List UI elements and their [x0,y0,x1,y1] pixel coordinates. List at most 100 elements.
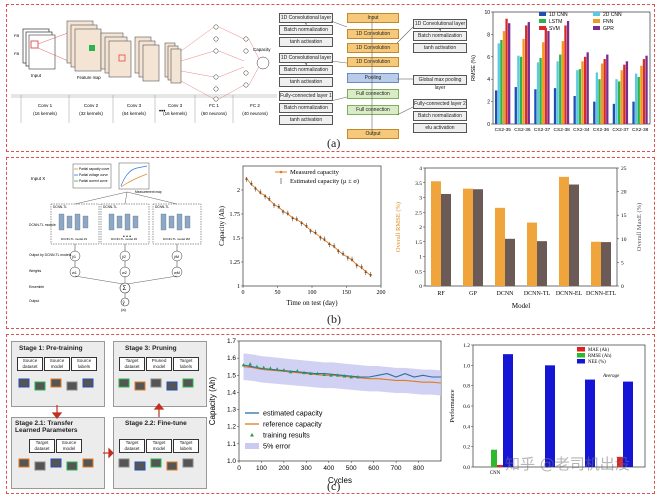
model-rmse-maxe-bar-chart: 0 0.5 1 1.5 2 2.5 3 3.5 4 0 5 10 15 20 25 Overall RMSE … [395,166,643,310]
dcnn-input-arrow [124,191,128,205]
dcnn-layer-block [168,215,175,229]
stage-1-box-2: Source model [44,357,70,371]
y-tick-label: 0.0 [463,465,470,471]
layer-icon [34,381,46,391]
training-result-marker [282,368,286,372]
bar-NEE-1 [503,354,513,467]
y-tick-label: 0.2 [463,445,470,451]
dcnn-layer-block [116,215,123,229]
stage-2-1-box-2: Source model [56,439,82,453]
svg-text:FB: FB [14,51,19,56]
stage-2-2-title: Stage 2.2: Fine-tune [125,420,187,427]
y-tick-label: 2 [487,100,490,106]
bar-CX2-36-GPR [606,54,609,125]
panel-b: Input X Partial capacity curve Partial v… [6,157,655,329]
plot-frame [424,167,618,287]
y-tick-label: 1.25 [230,260,241,266]
performance-bar-chart: 0.0 0.2 0.4 0.6 0.8 1.0 1.2 Performance CNN Avera… [449,343,646,476]
stage-2-2-box-1: Target dataset [119,439,145,453]
x-tick-label: DCNN [496,291,514,297]
y-tick-label: 1.5 [227,372,236,379]
flow-right-g1-3: tanh activation [413,43,467,53]
flow-left-g2-3: tanh activation [279,77,333,87]
panel-c-label: (c) [327,479,341,493]
layer-icon [34,461,46,471]
row-label-output: Output by DCNN-TL models [29,253,72,257]
x-tick-label: 0 [237,465,241,472]
y-right-tick-label: 25 [621,166,627,172]
bar-CX2-38-LSTM [637,76,640,124]
row-label-module: DCNN-TL module [29,223,56,227]
dcnn-layer-block [184,215,191,229]
layer-icon [50,378,62,388]
bar-NEE-4 [623,381,633,467]
bar-CS2-35-SVM [505,18,508,124]
x-tick-label: 400 [323,465,334,472]
flow-center-node-8: Output [347,129,399,139]
layer-name-2: Conv 2 [84,103,99,108]
y-tick-label: 10 [484,10,490,16]
bar-CX2-36-SVM [603,59,606,124]
x-tick-label: 100 [256,465,267,472]
bar-CS2-37-FNN [542,42,545,124]
legend-swatch [577,353,585,358]
stage-arrows-and-icons [18,378,194,471]
svg-text:FB: FB [14,33,19,38]
stage-3-title: Stage 3: Pruning [125,345,177,352]
bar-CX2-36-LSTM [598,79,601,124]
panel-c: Stage 1: Pre-training Stage 3: Pruning S… [6,334,655,494]
stage-1-title: Stage 1: Pre-training [19,345,83,352]
bar-CS2-38-GPR [566,20,570,124]
layer-icon [118,378,130,388]
layer-name-5: FC 1 [209,103,219,108]
x-tick-label: 800 [413,465,424,472]
bar-rmse-DCNN [495,207,505,286]
flow-left-g3-1: Fully-connected layer 1 [279,91,333,101]
layer-icon [150,458,162,468]
legend-label: 2D CNN [603,12,622,18]
input-label: Input [31,73,42,78]
y-tick-label: 1.7 [227,338,236,345]
x-tick-label: 200 [278,465,289,472]
legend-swatch [539,12,546,16]
y-tick-label: 1 [237,284,240,290]
capacity-cycles-line-chart: 0 100 200 300 400 500 600 700 800 1.0 1.1 1.2 1.3 1.4… [208,338,442,485]
x-tick-label: 0 [242,290,245,296]
bar-CS2-36-2D-CNN [517,55,520,124]
legend-label: reference capacity [263,420,322,429]
layer-icon [66,461,78,471]
flow-center-node-4: 1D Convolution [347,57,399,67]
stage-3-frame [113,341,207,407]
bar-MAE-1 [497,464,503,467]
x-tick-label: DCNN-EL [556,291,583,297]
layer-icon [66,381,78,391]
dcnn-input-arrow [74,191,128,205]
plot-frame [472,344,646,468]
bar-CX2-37-2D-CNN [615,79,618,124]
y-tick-label: 1.2 [227,424,236,431]
legend-capacity-curve: Partial capacity curve [79,167,110,171]
bar-rmse-DCNN-ETL [591,241,601,286]
layer-name-3: Conv 3 [127,103,142,108]
row-label-final-output: Output [29,299,39,303]
legend-label: GPR [603,26,614,32]
legend-label: 5% error [263,442,291,451]
layer-icon [18,378,30,388]
layer-icon [182,378,194,388]
y-left-tick-label: 2.5 [415,210,422,216]
x-tick-label: CNN [490,471,501,476]
layer-name-4: Conv 3 [168,103,183,108]
capacity-time-line-chart: 0 50 100 150 200 1 1.25 1.5 1.75 2 Time on test (d… [218,165,386,307]
legend-current-curve: Partial current curve [79,179,108,183]
bar-CX2-36-2D-CNN [595,72,599,124]
dcnn-weight-symbol: w2 [122,271,127,275]
bar-CX2-38-1D-CNN [632,101,635,124]
bar-CX2-38-2D-CNN [634,73,638,124]
flow-right-g2-1: Fully-connected layer 2 [413,99,467,109]
flow-right-g2-2: Batch normalization [413,111,467,121]
flow-center-node-5: Pooling [347,73,399,83]
training-result-marker [295,369,300,373]
bar-maxe-DCNN-ETL [601,242,611,286]
layer-icon [82,458,94,468]
